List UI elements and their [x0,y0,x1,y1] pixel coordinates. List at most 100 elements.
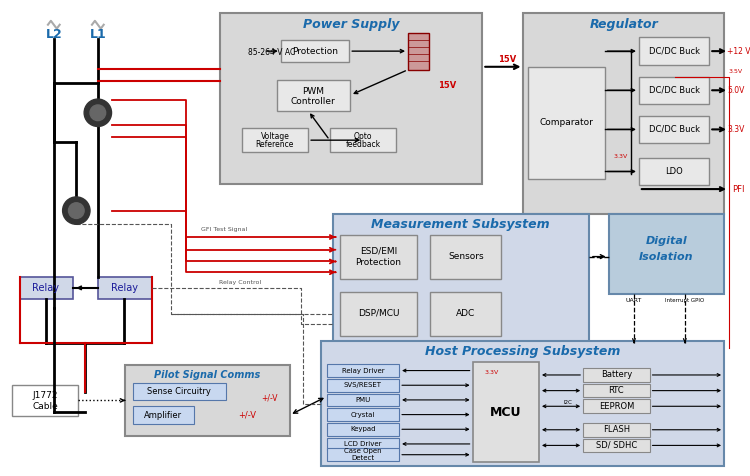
Text: 15V: 15V [498,55,516,64]
Circle shape [90,105,106,120]
Bar [20,277,74,298]
Text: ADC: ADC [456,309,476,318]
Text: DC/DC Buck: DC/DC Buck [649,125,700,134]
Bar [321,341,724,466]
Text: 15V: 15V [438,81,456,90]
Text: DC/DC Buck: DC/DC Buck [649,86,700,95]
Bar [220,13,482,184]
Text: LDO: LDO [665,167,683,176]
Text: Digital: Digital [646,236,687,246]
Text: Case Open
Detect: Case Open Detect [344,448,382,461]
Text: Reference: Reference [256,139,294,149]
Text: Voltage: Voltage [260,132,290,141]
Text: L2: L2 [46,28,62,41]
Bar [242,129,308,152]
Bar [430,235,501,279]
Bar [524,13,724,214]
Bar [133,407,194,424]
Bar [327,364,399,377]
Text: PMU: PMU [356,397,370,403]
Text: Relay Driver: Relay Driver [342,367,384,374]
Text: FLASH: FLASH [603,425,630,434]
Text: Power Supply: Power Supply [303,18,400,31]
Text: Keypad: Keypad [350,426,376,432]
Bar [528,67,605,179]
Text: Isolation: Isolation [639,252,694,262]
Bar [327,379,399,392]
Text: +/-V: +/-V [238,411,256,419]
Text: 85-264 V AC: 85-264 V AC [248,48,295,57]
Text: Cable: Cable [32,402,58,411]
Bar [125,365,290,436]
Text: Host Processing Subsystem: Host Processing Subsystem [424,345,620,358]
Text: Sensors: Sensors [448,252,484,261]
Bar [277,79,350,111]
Text: Protection: Protection [356,258,401,267]
Bar [12,385,78,416]
Text: 5.0V: 5.0V [727,86,744,95]
Text: +12 V: +12 V [727,47,750,56]
Text: SD/ SDHC: SD/ SDHC [596,441,637,450]
Bar [98,277,152,298]
Bar [639,77,710,104]
Bar [472,362,539,462]
Bar [133,383,226,400]
Text: PFI: PFI [732,185,744,194]
Text: Pilot Signal Comms: Pilot Signal Comms [154,370,260,380]
Bar [340,235,417,279]
Text: +/-V: +/-V [261,394,278,403]
Text: DSP/MCU: DSP/MCU [358,309,399,318]
Bar [608,214,724,294]
Text: LCD Driver: LCD Driver [344,441,382,447]
Text: EEPROM: EEPROM [598,402,634,411]
Text: Relay: Relay [111,283,138,293]
Text: RTC: RTC [608,386,624,395]
Text: 3.3V: 3.3V [614,154,628,159]
Text: Battery: Battery [601,370,632,379]
Bar [327,437,399,450]
Text: DC/DC Buck: DC/DC Buck [649,47,700,56]
Text: Amplifier: Amplifier [144,411,182,419]
Text: Sense Circuitry: Sense Circuitry [147,387,211,396]
Bar [639,158,710,185]
Text: J1772: J1772 [32,391,58,400]
Text: UART: UART [626,298,642,303]
Text: 3.3V: 3.3V [727,125,744,134]
Text: 3.5V: 3.5V [729,69,743,74]
Bar [330,129,396,152]
Bar [583,399,650,413]
Text: 3.3V: 3.3V [485,369,500,375]
Text: feedback: feedback [346,139,380,149]
Text: Protection: Protection [292,47,338,56]
Text: L1: L1 [89,28,106,41]
Bar [639,38,710,65]
Text: Relay: Relay [32,283,59,293]
Text: Crystal: Crystal [351,412,375,417]
Bar [583,438,650,452]
Bar [430,292,501,336]
Bar [327,423,399,436]
Text: Opto: Opto [354,132,372,141]
Bar [327,408,399,421]
Bar [280,40,350,62]
Text: PWM: PWM [302,87,324,96]
Text: MCU: MCU [490,406,521,419]
Circle shape [84,99,112,127]
Bar [583,384,650,397]
Circle shape [62,197,90,224]
Text: Relay Control: Relay Control [219,279,261,285]
Bar [327,394,399,407]
Text: Controller: Controller [291,97,335,106]
Text: Comparator: Comparator [539,118,593,127]
Text: I2C: I2C [563,400,572,405]
Bar [639,116,710,143]
Bar [583,368,650,382]
Text: Interrupt GPIO: Interrupt GPIO [665,298,704,303]
Text: Regulator: Regulator [590,18,658,31]
Bar [583,423,650,436]
Bar [327,448,399,461]
Text: ESD/EMI: ESD/EMI [360,246,398,255]
Bar [408,32,430,69]
Text: Measurement Subsystem: Measurement Subsystem [371,218,550,231]
Text: SVS/RESET: SVS/RESET [344,382,382,388]
